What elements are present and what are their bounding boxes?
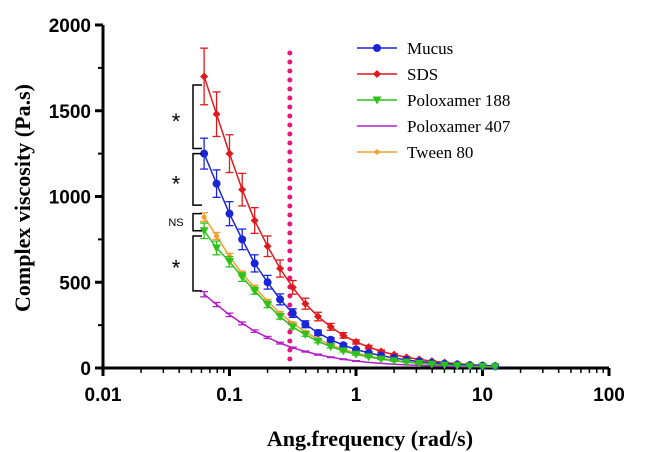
data-point — [313, 337, 323, 346]
data-point — [288, 283, 297, 292]
data-point — [275, 313, 285, 322]
data-point — [339, 341, 348, 350]
legend-swatch-marker — [373, 44, 381, 52]
y-tick-label: 500 — [59, 273, 91, 294]
series-line — [203, 153, 496, 368]
data-point — [352, 337, 360, 346]
data-point — [238, 235, 247, 244]
data-point — [478, 362, 487, 371]
data-point — [276, 264, 285, 273]
data-point — [237, 273, 247, 282]
data-point — [276, 295, 285, 304]
data-point — [288, 309, 297, 318]
data-point — [225, 149, 234, 158]
significance-bracket — [192, 84, 202, 150]
data-point — [465, 362, 475, 371]
data-point — [201, 214, 207, 220]
data-point — [351, 350, 361, 359]
significance-bracket — [192, 235, 202, 292]
x-tick-label: 1 — [351, 385, 362, 406]
x-tick-label: 10 — [472, 385, 493, 406]
series-poloxamer-188 — [199, 222, 500, 372]
x-tick-label: 0.1 — [216, 385, 243, 406]
y-tick-label: 1500 — [49, 102, 91, 123]
data-point — [402, 358, 412, 367]
legend-label: Tween 80 — [407, 143, 473, 162]
legend-item: Mucus — [357, 39, 453, 58]
data-point — [263, 301, 273, 310]
data-point — [452, 362, 462, 371]
y-tick-label: 2000 — [49, 16, 91, 37]
legend-item: Poloxamer 407 — [357, 117, 511, 136]
significance-label: NS — [168, 217, 183, 229]
data-point — [301, 320, 310, 329]
legend-label: Poloxamer 407 — [407, 117, 511, 136]
data-point — [338, 347, 348, 356]
legend: Mucus SDS Poloxamer 188 Poloxamer 407 Tween … — [357, 39, 511, 162]
data-point — [326, 322, 335, 331]
data-point — [212, 244, 222, 253]
legend-item: Poloxamer 188 — [357, 91, 510, 110]
data-point — [288, 323, 298, 332]
y-tick-label: 1000 — [49, 188, 91, 209]
data-point — [263, 278, 272, 287]
data-point — [490, 363, 500, 372]
data-point — [440, 361, 450, 370]
legend-item: SDS — [357, 65, 438, 84]
legend-swatch-marker — [374, 149, 380, 155]
data-point — [414, 359, 424, 368]
x-tick-label: 0.01 — [85, 385, 122, 406]
data-point — [250, 216, 259, 225]
data-point — [301, 299, 310, 308]
legend-swatch-marker — [373, 70, 381, 78]
significance-label: * — [172, 109, 181, 134]
y-tick-label: 0 — [80, 359, 91, 380]
legend-label: Mucus — [407, 39, 453, 58]
series-line — [203, 293, 496, 368]
series-tween-80 — [200, 212, 498, 370]
significance-brackets: * * NS * — [168, 84, 202, 292]
series-layer — [199, 47, 500, 372]
significance-label: * — [172, 171, 181, 196]
series-poloxamer-407 — [200, 291, 496, 368]
legend-swatch-marker — [372, 96, 382, 105]
data-point — [200, 72, 209, 81]
x-tick-label: 100 — [593, 385, 625, 406]
data-point — [314, 328, 323, 337]
data-point — [364, 353, 374, 362]
data-point — [326, 343, 336, 352]
legend-label: SDS — [407, 65, 438, 84]
data-point — [314, 312, 323, 321]
data-point — [389, 357, 399, 366]
data-point — [326, 335, 335, 344]
data-point — [212, 110, 221, 119]
axes: 0 500 1000 1500 2000 0.01 0.1 1 10 100 — [49, 16, 625, 406]
x-axis-title: Ang.frequency (rad/s) — [267, 426, 473, 451]
data-point — [364, 343, 373, 352]
data-point — [250, 259, 259, 268]
data-point — [427, 360, 437, 369]
data-point — [225, 209, 234, 218]
data-point — [199, 227, 209, 236]
legend-label: Poloxamer 188 — [407, 91, 510, 110]
significance-label: * — [172, 255, 181, 280]
data-point — [300, 331, 310, 340]
significance-bracket — [192, 152, 202, 206]
data-point — [225, 258, 234, 267]
data-point — [200, 149, 209, 158]
y-axis-title: Complex viscosity (Pa.s) — [10, 84, 35, 312]
data-point — [214, 233, 220, 239]
series-sds — [200, 47, 500, 370]
data-point — [339, 331, 348, 340]
data-point — [212, 179, 221, 188]
series-line — [203, 216, 496, 368]
significance-bracket — [192, 212, 202, 232]
data-point — [238, 185, 247, 194]
data-point — [250, 287, 260, 296]
data-point — [376, 355, 386, 364]
data-point — [263, 242, 272, 251]
legend-item: Tween 80 — [357, 143, 473, 162]
